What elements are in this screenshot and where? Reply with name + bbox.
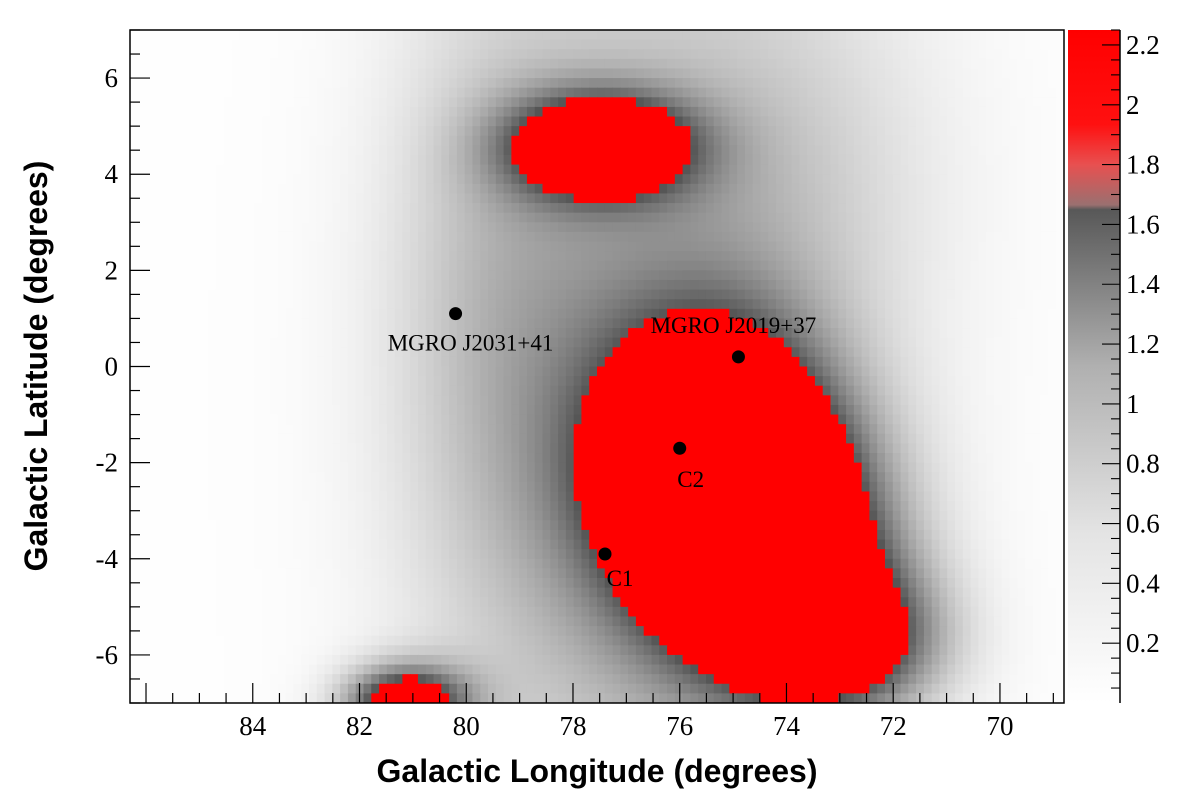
colorbar-tick-label: 1.2: [1126, 329, 1160, 359]
plot-area: [130, 30, 1064, 703]
y-tick-label: -4: [96, 544, 119, 574]
source-markers: MGRO J2031+41 MGRO J2019+37 C2 C1: [388, 307, 817, 591]
source-label: MGRO J2019+37: [651, 313, 817, 338]
y-tick-label: 2: [105, 255, 119, 285]
colorbar-tick-label: 1.6: [1126, 209, 1160, 239]
x-tick-label: 72: [880, 711, 907, 741]
x-tick-label: 76: [666, 711, 693, 741]
x-tick-label: 70: [986, 711, 1013, 741]
source-label: MGRO J2031+41: [388, 331, 554, 356]
colorbar: 0.2 0.4 0.6 0.8 1 1.2 1.4 1.6 1.8 2 2.2: [1068, 29, 1160, 703]
y-tick-label: 0: [105, 352, 119, 382]
source-marker: [731, 350, 745, 364]
axes: 84 82 80 78 76 74 72 70 6 4 2 0 -2 -4 -6: [96, 29, 1065, 741]
colorbar-gradient: [1068, 30, 1120, 703]
source-marker: [449, 307, 463, 321]
colorbar-tick-label: 0.6: [1126, 509, 1160, 539]
colorbar-tick-label: 0.2: [1126, 628, 1160, 658]
y-tick-label: -6: [96, 640, 119, 670]
x-tick-label: 84: [239, 711, 267, 741]
colorbar-tick-label: 1.4: [1126, 269, 1160, 299]
y-axis-title: Galactic Latitude (degrees): [18, 161, 54, 572]
x-tick-label: 74: [773, 711, 801, 741]
x-axis-title: Galactic Longitude (degrees): [377, 753, 818, 789]
colorbar-tick-label: 2: [1126, 90, 1140, 120]
y-tick-label: -2: [96, 448, 119, 478]
y-tick-label: 6: [105, 63, 119, 93]
heatmap-image: [130, 30, 1064, 703]
source-label: C2: [677, 467, 704, 492]
y-axis-ticks: 6 4 2 0 -2 -4 -6: [96, 29, 150, 704]
x-tick-label: 78: [559, 711, 586, 741]
colorbar-tick-label: 1.8: [1126, 150, 1160, 180]
colorbar-tick-label: 2.2: [1126, 30, 1160, 60]
colorbar-tick-label: 0.4: [1126, 568, 1160, 598]
x-tick-label: 82: [346, 711, 373, 741]
y-tick-label: 4: [105, 159, 119, 189]
colorbar-tick-label: 1: [1126, 389, 1140, 419]
x-tick-label: 80: [453, 711, 480, 741]
source-marker: [673, 441, 687, 455]
colorbar-ticks: 0.2 0.4 0.6 0.8 1 1.2 1.4 1.6 1.8 2 2.2: [1102, 29, 1160, 703]
source-marker: [598, 547, 612, 561]
x-axis-ticks: 84 82 80 78 76 74 72 70: [145, 683, 1054, 741]
source-label: C1: [607, 566, 634, 591]
colorbar-tick-label: 0.8: [1126, 449, 1160, 479]
